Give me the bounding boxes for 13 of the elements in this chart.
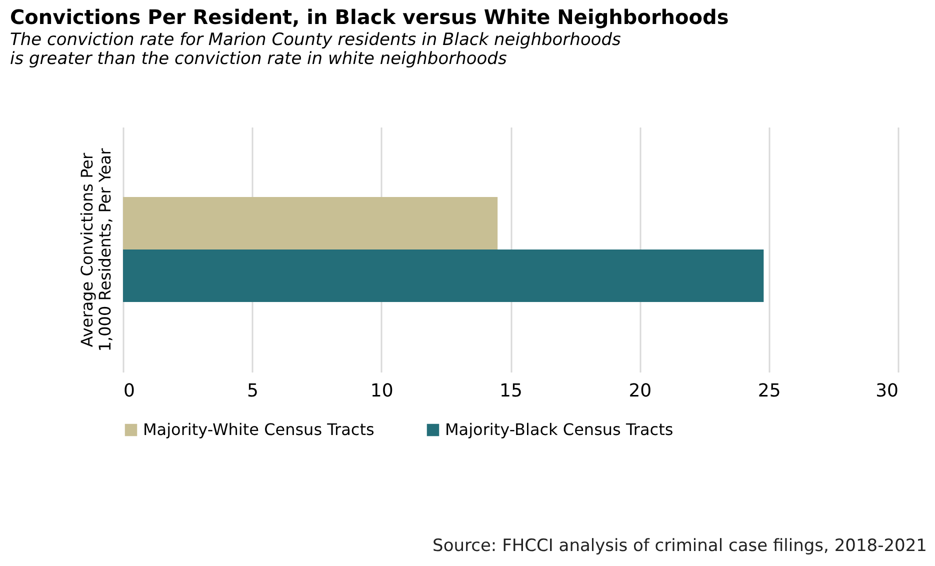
x-tick-label: 10 [370, 380, 394, 402]
x-tick-label: 0 [124, 380, 135, 402]
source-note: Source: FHCCI analysis of criminal case filings, 2018-2021 [432, 536, 927, 556]
x-tick-label: 30 [876, 380, 898, 402]
legend-label: Majority-White Census Tracts [143, 420, 374, 439]
x-tick-label: 20 [628, 380, 652, 402]
chart-title: Convictions Per Resident, in Black versus White Neighborhoods [10, 5, 729, 29]
legend-label: Majority-Black Census Tracts [445, 420, 674, 439]
x-tick-label: 5 [246, 380, 258, 402]
chart-subtitle: The conviction rate for Marion County residents in Black neighborhoods is greater than the conviction rate in white neighborhoods [10, 30, 622, 69]
y-axis-title: Average Convictions Per 1,000 Residents, Per Year [78, 148, 114, 352]
x-tick-label: 15 [500, 380, 522, 402]
x-tick-label: 25 [758, 380, 781, 402]
